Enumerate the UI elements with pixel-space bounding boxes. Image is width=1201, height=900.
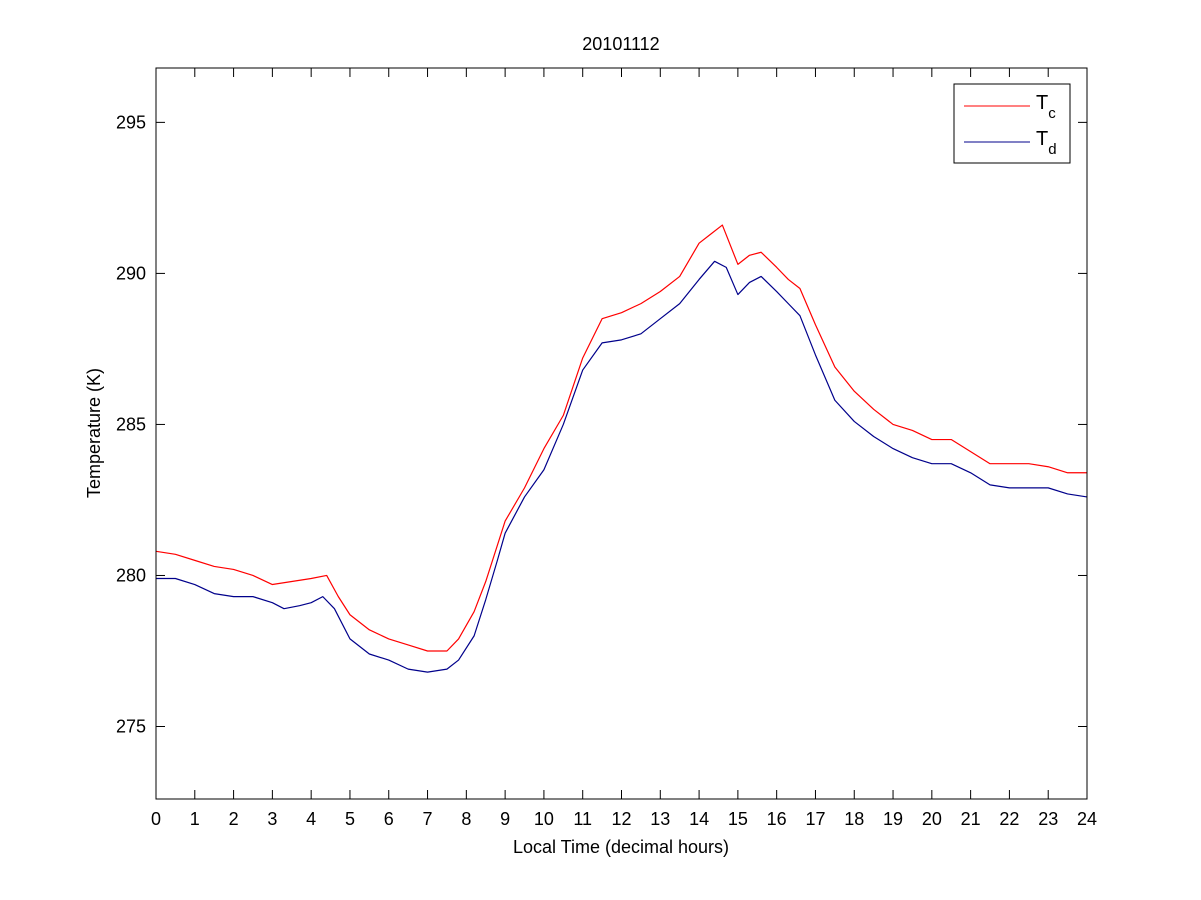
x-tick-label: 7 [423, 809, 433, 829]
x-axis-label: Local Time (decimal hours) [513, 837, 729, 857]
x-tick-label: 17 [805, 809, 825, 829]
x-tick-label: 3 [267, 809, 277, 829]
x-tick-label: 2 [229, 809, 239, 829]
x-tick-label: 21 [961, 809, 981, 829]
legend: Tc Td [953, 83, 1071, 164]
x-tick-label: 9 [500, 809, 510, 829]
legend-label-tc: Tc [1036, 92, 1056, 122]
x-tick-label: 16 [767, 809, 787, 829]
y-tick-label: 280 [116, 565, 146, 585]
plot-lines [155, 224, 1088, 673]
legend-label-tc-sub: c [1048, 105, 1056, 122]
x-tick-label: 20 [922, 809, 942, 829]
series-line-td [156, 260, 1088, 673]
x-tick-label: 11 [573, 809, 592, 829]
y-tick-label: 275 [116, 717, 146, 737]
y-tick-label: 285 [116, 414, 146, 434]
chart-title: 20101112 [582, 34, 659, 54]
legend-label-td-main: T [1036, 128, 1048, 150]
y-axis-label: Temperature (K) [84, 368, 104, 498]
legend-label-td: Td [1036, 128, 1057, 158]
legend-box [953, 83, 1071, 164]
x-tick-label: 14 [689, 809, 709, 829]
x-tick-label: 4 [306, 809, 316, 829]
x-tick-label: 12 [611, 809, 631, 829]
y-tick-label: 290 [116, 263, 146, 283]
legend-label-td-sub: d [1048, 141, 1056, 158]
x-tick-label: 23 [1038, 809, 1058, 829]
x-tick-label: 5 [345, 809, 355, 829]
x-tick-label: 22 [999, 809, 1019, 829]
x-tick-label: 1 [190, 809, 200, 829]
legend-label-tc-main: T [1036, 92, 1048, 114]
y-tick-label: 295 [116, 112, 146, 132]
x-tick-label: 6 [384, 809, 394, 829]
x-tick-label: 19 [883, 809, 903, 829]
y-axis-ticks: 275 280 285 290 295 [116, 112, 1087, 737]
x-tick-label: 8 [461, 809, 471, 829]
x-tick-label: 0 [151, 809, 161, 829]
x-axis-ticks: 0 1 2 3 4 5 6 7 8 9 10 11 12 13 14 15 16 17 18 19 20 21 22 23 24 [151, 68, 1097, 829]
x-tick-label: 24 [1077, 809, 1097, 829]
x-tick-label: 10 [534, 809, 554, 829]
x-tick-label: 18 [844, 809, 864, 829]
x-tick-label: 15 [728, 809, 748, 829]
series-line-tc [155, 224, 1087, 652]
x-tick-label: 13 [650, 809, 670, 829]
